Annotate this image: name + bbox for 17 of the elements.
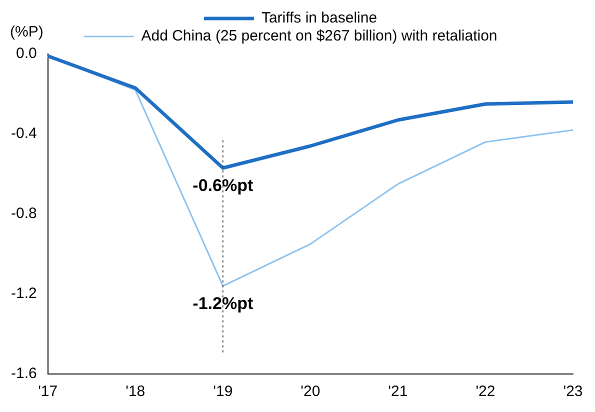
annotation: -0.6%pt	[192, 176, 254, 196]
legend-label: Add China (25 percent on $267 billion) with retaliation	[141, 28, 498, 45]
x-tick-label: '17	[38, 383, 58, 400]
x-tick-label: '21	[388, 383, 408, 400]
y-tick-label: -0.8	[10, 205, 37, 222]
legend-label: Tariffs in baseline	[261, 10, 378, 27]
x-tick-label: '18	[126, 383, 146, 400]
y-tick-label: -1.6	[10, 365, 37, 382]
y-tick-label: -1.2	[10, 285, 37, 302]
annotation: -1.2%pt	[192, 294, 254, 314]
x-tick-label: '19	[213, 383, 233, 400]
y-axis-title: (%P)	[10, 24, 44, 41]
y-tick-label: 0.0	[16, 45, 37, 62]
y-tick-label: -0.4	[10, 125, 37, 142]
x-tick-label: '20	[300, 383, 320, 400]
x-tick-label: '22	[476, 383, 496, 400]
x-tick-label: '23	[563, 383, 583, 400]
